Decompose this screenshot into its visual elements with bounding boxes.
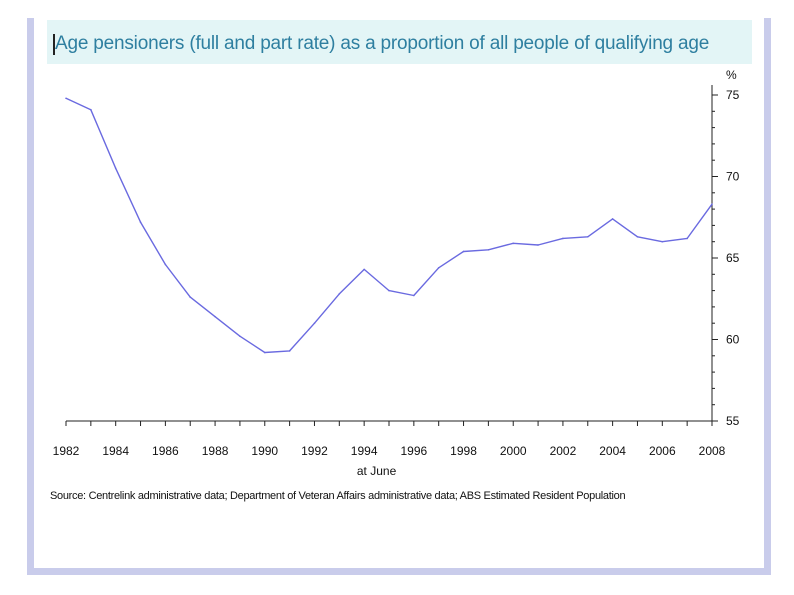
- x-tick-label: 1984: [102, 444, 129, 458]
- x-tick-label: 1994: [351, 444, 378, 458]
- data-point: [214, 315, 216, 318]
- data-point: [537, 244, 539, 246]
- x-tick-label: 1990: [251, 444, 278, 458]
- slide-frame: [27, 18, 771, 575]
- data-point: [388, 289, 390, 292]
- data-point: [636, 236, 639, 238]
- data-point: [437, 266, 440, 269]
- y-axis-unit: %: [726, 68, 737, 82]
- y-tick-label: 70: [726, 170, 740, 184]
- data-point: [487, 249, 490, 251]
- x-axis-label: at June: [357, 464, 397, 478]
- data-point: [661, 240, 664, 243]
- chart-axes: [65, 85, 718, 426]
- data-point: [338, 293, 341, 295]
- data-point: [512, 242, 515, 245]
- chart-labels: 55 60 65 70 75% 1982 1984 1986 1988 1990 1992 1994 1…: [53, 68, 740, 478]
- data-point: [139, 221, 142, 223]
- x-tick-label: 1986: [152, 444, 179, 458]
- data-point: [239, 335, 241, 338]
- x-tick-label: 1996: [400, 444, 427, 458]
- data-point: [562, 237, 564, 240]
- y-tick-label: 75: [726, 88, 740, 102]
- chart-title: Age pensioners (full and part rate) as a…: [55, 33, 710, 54]
- y-tick-label: 60: [726, 333, 740, 347]
- data-point: [586, 236, 589, 238]
- x-tick-label: 2004: [599, 444, 626, 458]
- x-tick-label: 2006: [649, 444, 676, 458]
- y-tick-label: 65: [726, 251, 740, 265]
- chart-series: [65, 97, 713, 354]
- data-point: [164, 263, 167, 266]
- title-bar: [47, 20, 752, 64]
- data-point: [65, 97, 67, 100]
- data-point: [263, 351, 266, 354]
- x-tick-label: 1988: [202, 444, 229, 458]
- series-line: [65, 97, 713, 354]
- data-point: [462, 250, 465, 253]
- data-point: [611, 218, 614, 220]
- data-point: [711, 203, 713, 206]
- data-point: [288, 350, 291, 352]
- data-point: [363, 268, 365, 271]
- data-point: [313, 322, 316, 325]
- data-point: [686, 237, 688, 240]
- data-point: [114, 167, 117, 170]
- data-point: [413, 294, 415, 297]
- x-tick-label: 2008: [699, 444, 726, 458]
- x-tick-label: 1992: [301, 444, 328, 458]
- data-point: [189, 296, 192, 298]
- text-cursor: [53, 34, 55, 55]
- y-tick-label: 55: [726, 414, 740, 428]
- x-tick-label: 2002: [550, 444, 577, 458]
- x-tick-label: 1982: [53, 444, 80, 458]
- x-tick-label: 1998: [450, 444, 477, 458]
- data-point: [90, 108, 92, 111]
- x-tick-label: 2000: [500, 444, 527, 458]
- source-note: Source: Centrelink administrative data; …: [50, 490, 626, 502]
